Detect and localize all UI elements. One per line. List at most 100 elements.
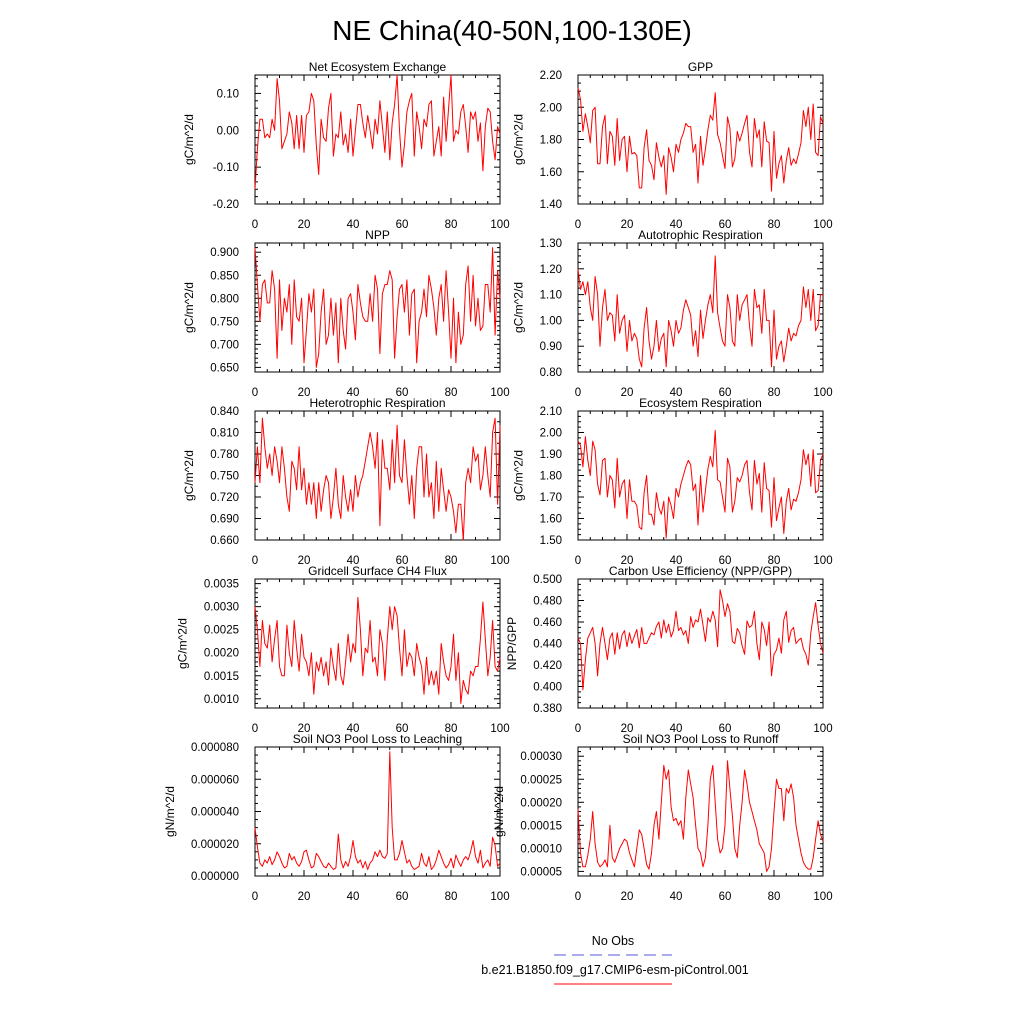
x-tick-label: 0 <box>575 219 581 231</box>
legend-label-no-obs: No Obs <box>592 934 634 948</box>
y-tick-label: 0.0030 <box>204 602 239 614</box>
x-tick-label: 20 <box>298 723 311 735</box>
x-tick-label: 100 <box>490 723 509 735</box>
y-tick-label: 1.60 <box>540 167 562 179</box>
x-tick-label: 40 <box>347 723 360 735</box>
y-tick-label: 2.10 <box>540 406 562 418</box>
y-tick-label: 1.60 <box>540 514 562 526</box>
panel-title: Soil NO3 Pool Loss to Leaching <box>293 732 462 746</box>
x-tick-label: 0 <box>575 723 581 735</box>
x-tick-label: 100 <box>813 219 832 231</box>
x-tick-label: 100 <box>813 891 832 903</box>
y-tick-label: 2.20 <box>540 70 562 82</box>
y-tick-label: 0.440 <box>533 639 562 651</box>
y-tick-label: 0.840 <box>210 406 239 418</box>
series-line <box>254 596 501 704</box>
x-tick-label: 60 <box>719 219 732 231</box>
x-tick-label: 60 <box>396 723 409 735</box>
series-line <box>254 247 501 368</box>
x-tick-label: 80 <box>768 219 781 231</box>
y-tick-label: 0.400 <box>533 682 562 694</box>
y-tick-label: 0.000000 <box>191 871 239 883</box>
y-tick-label: 0.000020 <box>191 839 239 851</box>
y-tick-label: 0.810 <box>210 428 239 440</box>
y-axis-label: NPP/GPP <box>505 617 519 670</box>
x-tick-label: 20 <box>621 723 634 735</box>
y-axis-label: gC/m^2/d <box>176 618 190 669</box>
y-axis-label: gC/m^2/d <box>182 450 196 501</box>
panel-title: Gridcell Surface CH4 Flux <box>308 564 447 578</box>
panel-heterotrophic-respiration: Heterotrophic Respiration 0 20 40 60 80 100 0.6… <box>182 396 510 567</box>
x-tick-label: 60 <box>396 219 409 231</box>
y-tick-label: 1.10 <box>540 290 562 302</box>
y-tick-label: 0.80 <box>540 367 562 379</box>
y-tick-label: 1.80 <box>540 471 562 483</box>
y-tick-label: 0.800 <box>210 293 239 305</box>
y-tick-label: 0.380 <box>533 703 562 715</box>
y-tick-label: 0.750 <box>210 471 239 483</box>
x-tick-label: 20 <box>298 219 311 231</box>
x-tick-label: 80 <box>768 891 781 903</box>
y-tick-label: 0.650 <box>210 362 239 374</box>
x-tick-label: 100 <box>490 387 509 399</box>
series-line <box>254 417 501 541</box>
y-tick-label: 0.480 <box>533 596 562 608</box>
x-tick-label: 60 <box>396 387 409 399</box>
y-axis-label: gN/m^2/d <box>163 786 177 837</box>
series-line <box>577 87 824 195</box>
x-tick-label: 80 <box>445 723 458 735</box>
y-tick-label: 2.00 <box>540 428 562 440</box>
x-tick-label: 20 <box>621 891 634 903</box>
y-tick-label: 1.80 <box>540 135 562 147</box>
y-tick-label: 0.00020 <box>520 797 562 809</box>
x-tick-label: 0 <box>575 555 581 567</box>
y-tick-label: -0.20 <box>213 199 239 211</box>
series-line <box>254 751 501 870</box>
x-tick-label: 60 <box>719 555 732 567</box>
y-tick-label: 0.700 <box>210 339 239 351</box>
panel-title: GPP <box>688 60 713 74</box>
y-tick-label: 0.00 <box>217 125 239 137</box>
panel-net-ecosystem-exchange: Net Ecosystem Exchange 0 20 40 60 80 100 -0.20 -… <box>182 60 510 231</box>
x-tick-label: 60 <box>719 387 732 399</box>
y-tick-label: -0.10 <box>213 162 239 174</box>
panel-title: NPP <box>365 228 390 242</box>
y-axis-label: gC/m^2/d <box>511 114 525 165</box>
y-tick-label: 1.40 <box>540 199 562 211</box>
x-tick-label: 40 <box>670 723 683 735</box>
y-tick-label: 0.720 <box>210 492 239 504</box>
x-tick-label: 80 <box>768 387 781 399</box>
panel-soil-no3-pool-loss-to-leaching: Soil NO3 Pool Loss to Leaching 0 20 40 60 80 1… <box>163 732 510 903</box>
panel-gpp: GPP 0 20 40 60 80 100 1.40 1.60 1.80 2.00 2.20 gC/m^… <box>511 60 832 231</box>
x-tick-label: 20 <box>298 555 311 567</box>
y-axis-label: gN/m^2/d <box>492 786 506 837</box>
series-line <box>577 760 824 872</box>
x-tick-label: 0 <box>252 219 258 231</box>
legend: No Obs b.e21.B1850.f09_g17.CMIP6-esm-piC… <box>481 934 749 985</box>
y-tick-label: 0.00005 <box>520 866 562 878</box>
y-tick-label: 1.20 <box>540 264 562 276</box>
y-tick-label: 0.10 <box>217 88 239 100</box>
y-tick-label: 0.690 <box>210 514 239 526</box>
y-tick-label: 0.00030 <box>520 751 562 763</box>
panel-ecosystem-respiration: Ecosystem Respiration 0 20 40 60 80 100 1.50 1.6… <box>511 396 832 567</box>
y-axis-label: gC/m^2/d <box>511 450 525 501</box>
y-tick-label: 0.850 <box>210 270 239 282</box>
x-tick-label: 60 <box>719 723 732 735</box>
y-tick-label: 0.00010 <box>520 843 562 855</box>
panel-carbon-use-efficiency-npp-gpp: Carbon Use Efficiency (NPP/GPP) 0 20 40 60 80… <box>505 564 833 735</box>
series-line <box>577 589 824 691</box>
panels-group: Net Ecosystem Exchange 0 20 40 60 80 100 -0.20 -… <box>163 60 833 903</box>
y-axis-label: gC/m^2/d <box>182 282 196 333</box>
y-tick-label: 0.750 <box>210 316 239 328</box>
y-tick-label: 0.460 <box>533 617 562 629</box>
x-tick-label: 100 <box>490 891 509 903</box>
x-tick-label: 0 <box>575 891 581 903</box>
panel-title: Carbon Use Efficiency (NPP/GPP) <box>609 564 792 578</box>
x-tick-label: 0 <box>252 723 258 735</box>
x-tick-label: 100 <box>813 387 832 399</box>
x-tick-label: 100 <box>490 555 509 567</box>
y-tick-label: 0.0020 <box>204 648 239 660</box>
y-axis-label: gC/m^2/d <box>182 114 196 165</box>
